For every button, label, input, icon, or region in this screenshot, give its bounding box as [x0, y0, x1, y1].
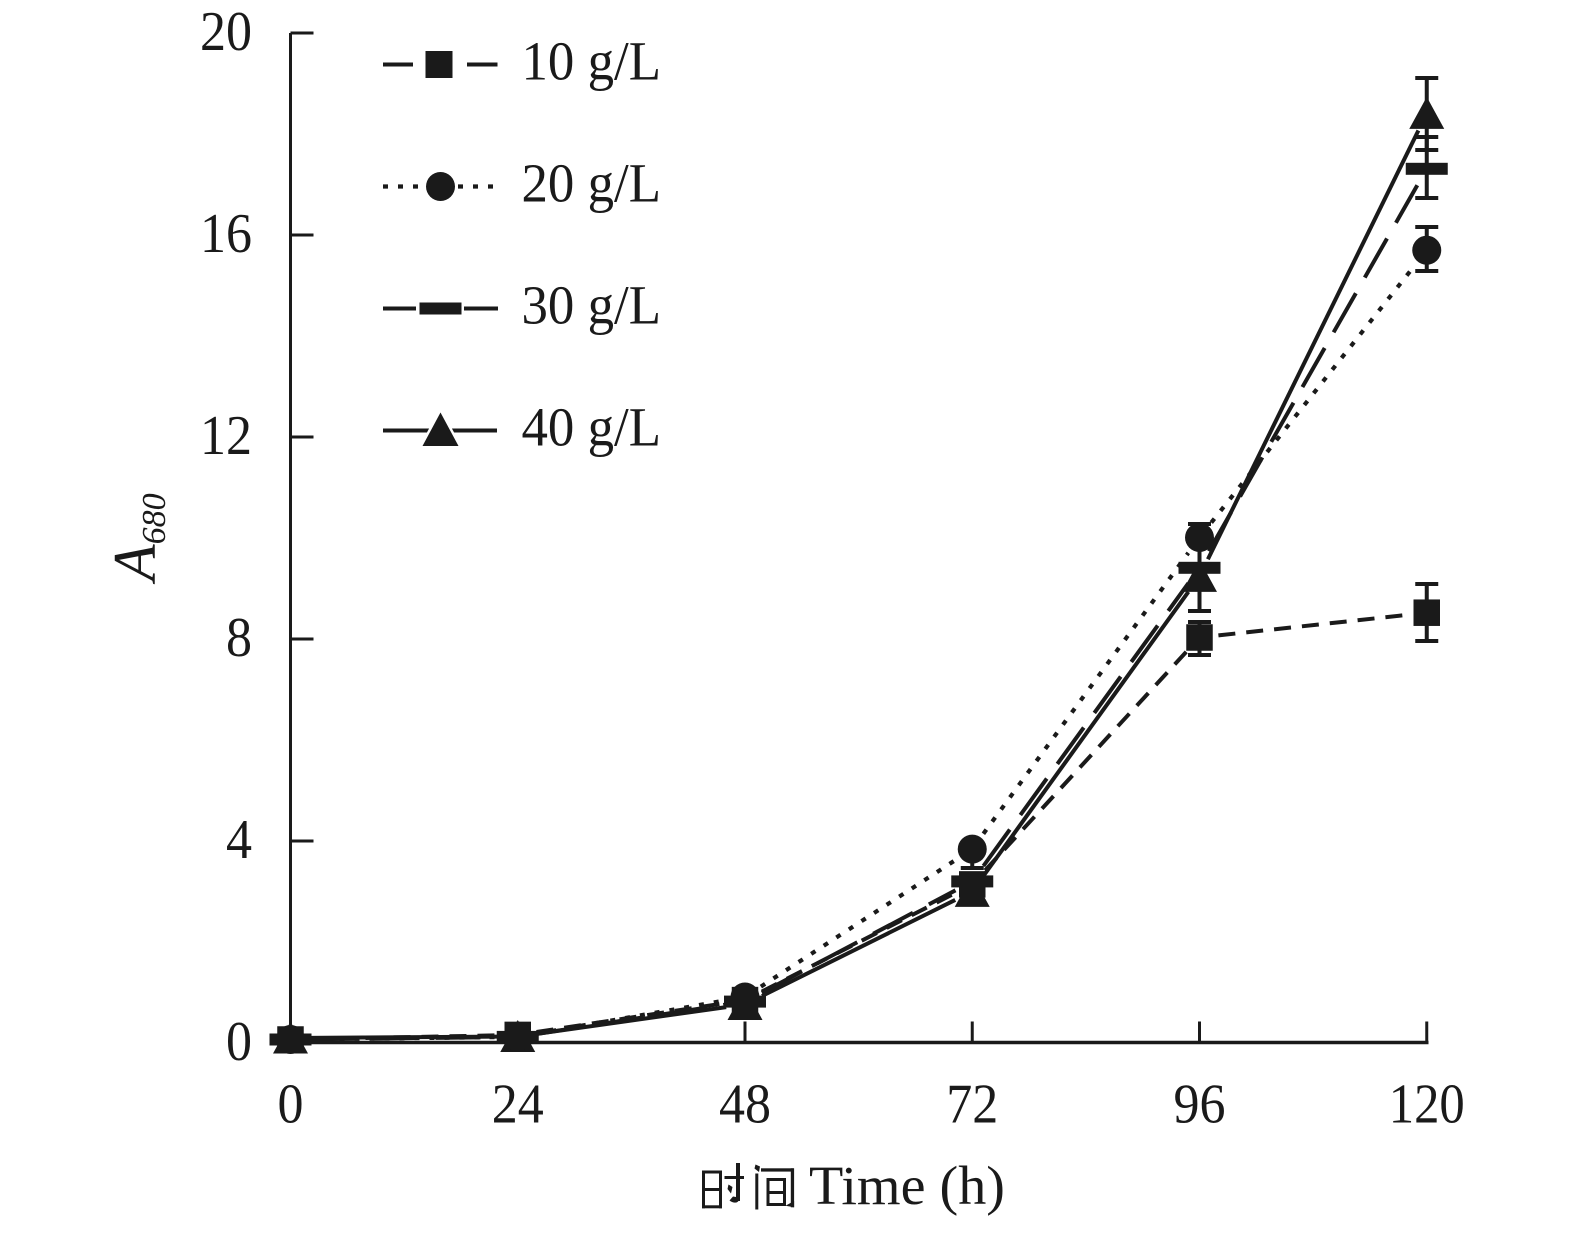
svg-text:20 g/L: 20 g/L [522, 153, 662, 214]
svg-text:10 g/L: 10 g/L [522, 31, 662, 92]
svg-text:0: 0 [278, 1074, 304, 1136]
svg-text:72: 72 [946, 1074, 998, 1136]
svg-text:20: 20 [200, 1, 252, 63]
svg-text:24: 24 [492, 1074, 544, 1136]
svg-text:0: 0 [226, 1011, 252, 1073]
svg-text:Time (h): Time (h) [809, 1155, 1005, 1216]
svg-text:8: 8 [226, 607, 252, 669]
svg-text:48: 48 [719, 1074, 771, 1136]
svg-text:16: 16 [200, 203, 252, 265]
svg-text:120: 120 [1389, 1074, 1465, 1136]
svg-text:40 g/L: 40 g/L [522, 397, 662, 458]
svg-text:30 g/L: 30 g/L [522, 275, 662, 336]
svg-text:4: 4 [226, 809, 252, 871]
svg-text:12: 12 [200, 405, 252, 467]
svg-text:96: 96 [1174, 1074, 1226, 1136]
